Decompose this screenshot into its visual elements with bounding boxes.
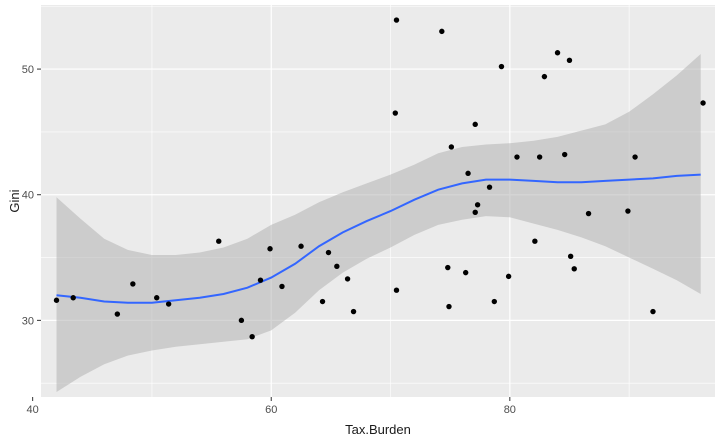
smooth-trend-line — [56, 173, 701, 304]
data-point — [567, 253, 574, 259]
data-point — [216, 238, 222, 244]
data-point — [571, 266, 577, 272]
data-point — [446, 303, 452, 310]
data-point — [632, 154, 638, 160]
data-point — [114, 311, 121, 317]
data-point — [541, 73, 548, 80]
data-point — [472, 209, 478, 216]
data-point — [514, 154, 520, 160]
data-point — [154, 295, 160, 301]
data-point — [498, 63, 505, 70]
y-axis-title: Gini — [7, 189, 22, 212]
data-point — [448, 144, 455, 150]
x-tick-label: 60 — [265, 404, 277, 416]
y-tick-label: 40 — [22, 190, 34, 202]
data-point — [650, 308, 656, 315]
data-point — [536, 154, 543, 160]
data-point — [439, 28, 445, 35]
data-point — [491, 298, 498, 305]
data-point — [561, 151, 568, 158]
data-point — [70, 295, 76, 301]
data-point — [585, 210, 592, 217]
x-tick-label: 40 — [27, 404, 39, 416]
confidence-band — [56, 54, 701, 392]
x-axis-title: Tax.Burden — [345, 422, 411, 437]
x-axis-ticks: 40 60 80 — [27, 397, 516, 416]
data-point — [393, 287, 400, 293]
data-point — [53, 297, 60, 303]
data-point — [505, 273, 512, 280]
data-point — [257, 277, 264, 283]
y-axis-ticks: 30 40 50 — [22, 64, 41, 327]
data-point — [474, 202, 481, 208]
data-point — [532, 238, 538, 244]
data-point — [472, 121, 478, 128]
data-point — [267, 246, 273, 252]
x-tick-label: 80 — [504, 404, 516, 416]
data-point — [130, 281, 136, 287]
data-point — [465, 170, 471, 177]
data-point — [554, 50, 561, 56]
data-point — [700, 100, 706, 106]
data-point — [249, 333, 255, 340]
data-point — [344, 276, 351, 282]
data-point — [392, 110, 398, 116]
data-points — [53, 17, 706, 340]
data-point — [325, 249, 332, 256]
data-point — [566, 57, 573, 63]
data-point — [445, 264, 451, 271]
y-tick-label: 30 — [22, 315, 34, 327]
data-point — [319, 298, 326, 305]
data-point — [350, 308, 357, 315]
data-point — [279, 283, 285, 290]
data-point — [393, 17, 400, 23]
data-point — [298, 243, 304, 249]
data-point — [462, 269, 469, 276]
data-point — [334, 263, 340, 270]
data-point — [625, 208, 631, 214]
data-point — [238, 317, 245, 324]
data-point — [165, 301, 172, 307]
data-point — [486, 184, 493, 190]
y-tick-label: 50 — [22, 64, 34, 76]
